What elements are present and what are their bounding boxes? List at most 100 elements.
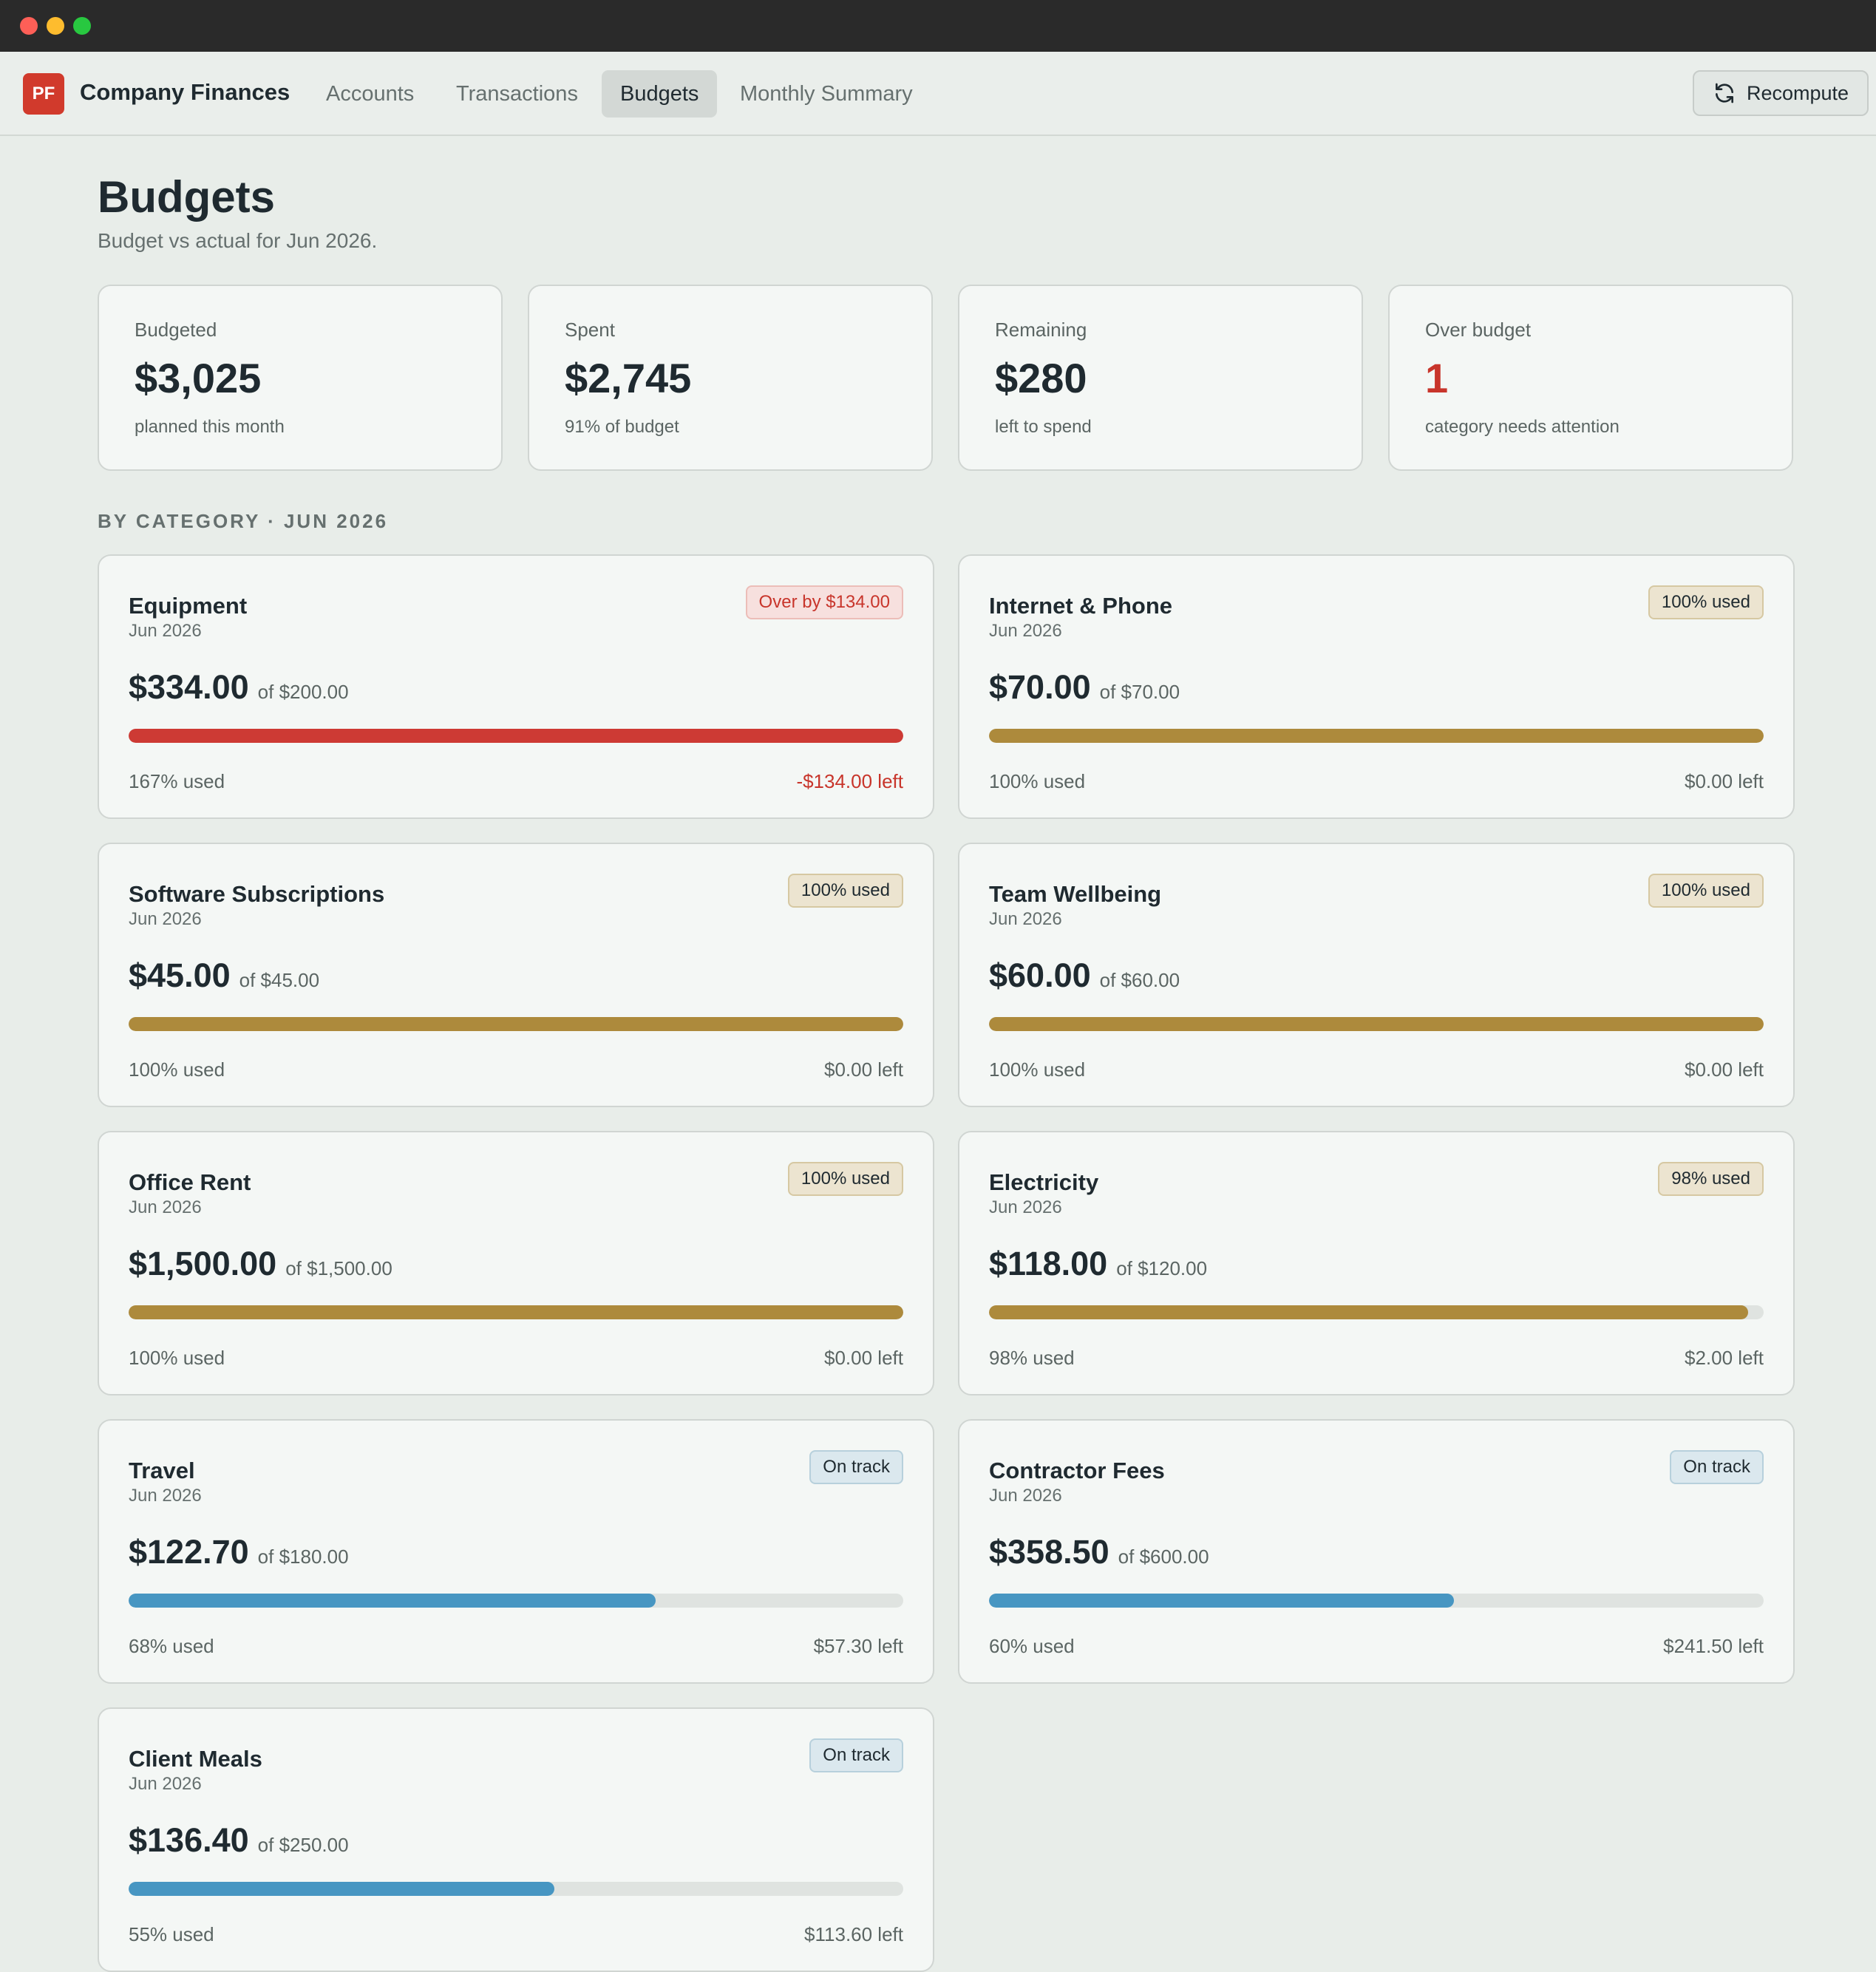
category-left: $2.00 left <box>1685 1347 1764 1369</box>
progress-bar <box>129 1017 903 1031</box>
section-label: BY CATEGORY · JUN 2026 <box>98 510 389 532</box>
window-titlebar <box>0 0 1876 52</box>
status-badge: 100% used <box>1648 585 1764 619</box>
category-left: -$134.00 left <box>796 770 903 792</box>
page-title: Budgets <box>98 172 275 222</box>
category-used: 55% used <box>129 1923 214 1945</box>
stat-label: Spent <box>565 319 615 341</box>
budget-card-software-subscriptions[interactable]: Software Subscriptions Jun 2026 100% used $… <box>98 843 934 1107</box>
minimize-window-button[interactable] <box>47 17 64 35</box>
category-amount: $334.00 of $200.00 <box>129 668 349 707</box>
category-name: Client Meals <box>129 1746 262 1772</box>
category-spent: $334.00 <box>129 668 249 706</box>
budget-card-equipment[interactable]: Equipment Jun 2026 Over by $134.00 $334.00 o… <box>98 554 934 819</box>
window-controls <box>20 17 91 35</box>
nav-tab-monthly-summary[interactable]: Monthly Summary <box>740 81 913 106</box>
category-spent: $122.70 <box>129 1533 249 1571</box>
category-left: $241.50 left <box>1663 1635 1764 1657</box>
category-budget: of $70.00 <box>1099 681 1180 703</box>
category-amount: $118.00 of $120.00 <box>989 1245 1207 1283</box>
stat-value: $280 <box>995 355 1087 401</box>
status-badge: 100% used <box>787 1162 903 1196</box>
stat-card-budgeted: Budgeted $3,025 planned this month <box>98 285 503 471</box>
category-amount: $136.40 of $250.00 <box>129 1821 349 1860</box>
progress-bar <box>129 1882 903 1896</box>
progress-bar-fill <box>129 729 903 743</box>
zoom-window-button[interactable] <box>73 17 91 35</box>
status-badge: On track <box>1670 1450 1764 1484</box>
progress-bar <box>989 1305 1764 1319</box>
category-budget: of $120.00 <box>1116 1257 1208 1279</box>
progress-bar <box>989 1594 1764 1608</box>
stat-label: Remaining <box>995 319 1087 341</box>
category-period: Jun 2026 <box>129 1486 202 1506</box>
category-period: Jun 2026 <box>989 909 1062 929</box>
category-period: Jun 2026 <box>129 909 202 929</box>
progress-bar-fill <box>989 1305 1749 1319</box>
category-left: $0.00 left <box>1685 1058 1764 1081</box>
category-name: Team Wellbeing <box>989 881 1162 907</box>
status-badge: 100% used <box>787 874 903 908</box>
nav-tab-transactions[interactable]: Transactions <box>456 81 578 106</box>
progress-bar <box>129 1305 903 1319</box>
refresh-icon <box>1715 83 1733 103</box>
category-left: $0.00 left <box>1685 770 1764 792</box>
status-badge: 100% used <box>1648 874 1764 908</box>
category-budget: of $250.00 <box>257 1834 349 1856</box>
recompute-button[interactable]: Recompute <box>1693 70 1869 116</box>
stat-label: Over budget <box>1425 319 1532 341</box>
nav-tab-budgets[interactable]: Budgets <box>602 70 718 118</box>
stat-value: $2,745 <box>565 355 692 401</box>
category-name: Office Rent <box>129 1169 251 1195</box>
app-logo: PF <box>23 73 64 115</box>
close-window-button[interactable] <box>20 17 38 35</box>
category-period: Jun 2026 <box>989 621 1062 641</box>
budget-card-office-rent[interactable]: Office Rent Jun 2026 100% used $1,500.00 of … <box>98 1131 934 1395</box>
recompute-label: Recompute <box>1746 81 1849 104</box>
category-name: Travel <box>129 1458 195 1483</box>
category-budget: of $1,500.00 <box>285 1257 392 1279</box>
category-name: Software Subscriptions <box>129 881 385 907</box>
category-spent: $1,500.00 <box>129 1245 277 1282</box>
budget-card-travel[interactable]: Travel Jun 2026 On track $122.70 of $180.00 6… <box>98 1419 934 1684</box>
progress-bar <box>129 1594 903 1608</box>
budget-card-team-wellbeing[interactable]: Team Wellbeing Jun 2026 100% used $60.00 of … <box>958 843 1795 1107</box>
nav-tab-accounts[interactable]: Accounts <box>326 81 415 106</box>
category-used: 68% used <box>129 1635 214 1657</box>
app-name[interactable]: Company Finances <box>80 79 290 105</box>
budget-card-internet-phone[interactable]: Internet & Phone Jun 2026 100% used $70.00 o… <box>958 554 1795 819</box>
budget-card-client-meals[interactable]: Client Meals Jun 2026 On track $136.40 of $2… <box>98 1707 934 1972</box>
category-amount: $45.00 of $45.00 <box>129 956 319 995</box>
budget-card-contractor-fees[interactable]: Contractor Fees Jun 2026 On track $358.50 of… <box>958 1419 1795 1684</box>
category-amount: $358.50 of $600.00 <box>989 1533 1209 1571</box>
budget-card-electricity[interactable]: Electricity Jun 2026 98% used $118.00 of $12… <box>958 1131 1795 1395</box>
progress-bar-fill <box>129 1882 555 1896</box>
category-amount: $70.00 of $70.00 <box>989 668 1180 707</box>
category-period: Jun 2026 <box>989 1197 1062 1217</box>
stat-note: left to spend <box>995 417 1092 437</box>
stat-note: planned this month <box>135 417 285 437</box>
status-badge: Over by $134.00 <box>745 585 903 619</box>
category-name: Contractor Fees <box>989 1458 1165 1483</box>
category-budget: of $200.00 <box>257 681 349 703</box>
category-amount: $60.00 of $60.00 <box>989 956 1180 995</box>
category-spent: $118.00 <box>989 1245 1108 1282</box>
progress-bar <box>989 729 1764 743</box>
status-badge: 98% used <box>1658 1162 1764 1196</box>
category-left: $0.00 left <box>824 1058 903 1081</box>
progress-bar-fill <box>129 1305 903 1319</box>
progress-bar-fill <box>989 729 1764 743</box>
category-used: 98% used <box>989 1347 1075 1369</box>
category-left: $57.30 left <box>813 1635 903 1657</box>
category-spent: $60.00 <box>989 956 1091 994</box>
category-name: Internet & Phone <box>989 593 1173 619</box>
category-amount: $1,500.00 of $1,500.00 <box>129 1245 392 1283</box>
category-used: 100% used <box>989 770 1086 792</box>
stat-card-remaining: Remaining $280 left to spend <box>958 285 1363 471</box>
progress-bar-fill <box>989 1594 1454 1608</box>
category-left: $0.00 left <box>824 1347 903 1369</box>
category-budget: of $60.00 <box>1099 969 1180 991</box>
stat-card-over-budget: Over budget 1 category needs attention <box>1388 285 1793 471</box>
progress-bar-fill <box>989 1017 1764 1031</box>
category-period: Jun 2026 <box>129 1774 202 1794</box>
